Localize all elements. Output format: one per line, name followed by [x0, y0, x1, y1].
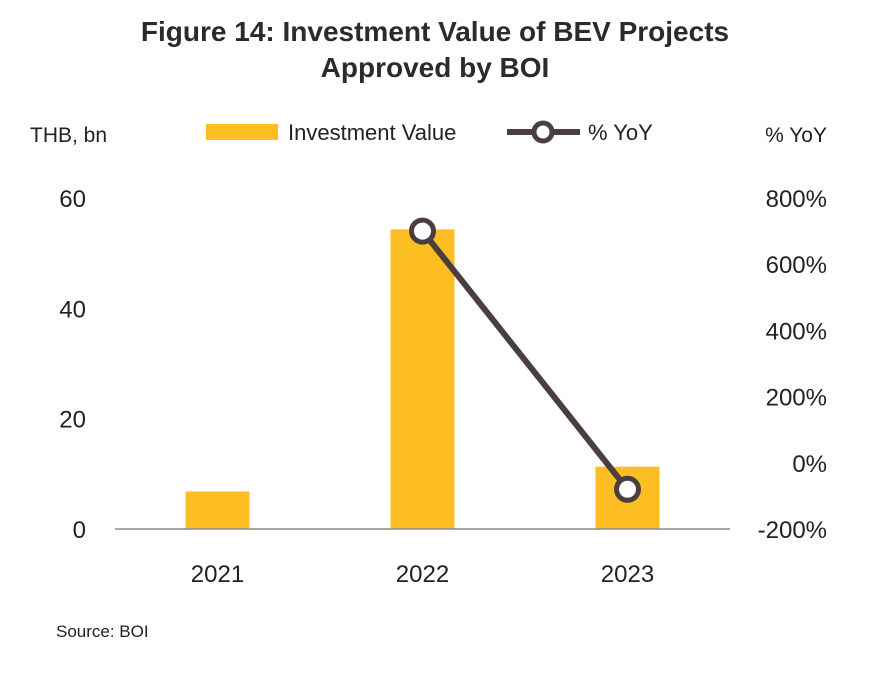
yoy-line	[420, 229, 630, 492]
y-left-tick-label: 20	[59, 407, 86, 434]
yoy-point-2023	[614, 475, 641, 503]
bar-2022	[390, 229, 455, 529]
source-note: Source: BOI	[56, 622, 149, 641]
y-right-axis-label: % YoY	[765, 124, 827, 147]
y-right-tick-label: 800%	[766, 186, 827, 213]
chart-title: Figure 14: Investment Value of BEV Proje…	[0, 14, 870, 86]
x-tick-label-2023: 2023	[601, 561, 654, 588]
y-right-tick-label: -200%	[758, 517, 827, 544]
legend-label-yoy: % YoY	[588, 120, 653, 145]
legend-bar-swatch	[206, 124, 278, 140]
y-left-tick-label: 0	[73, 517, 86, 544]
y-left-tick-label: 60	[59, 186, 86, 213]
y-right-tick-label: 200%	[766, 385, 827, 412]
x-tick-label-2022: 2022	[396, 561, 449, 588]
y-right-tick-label: 600%	[766, 252, 827, 279]
y-left-axis-label: THB, bn	[30, 124, 107, 147]
y-right-tick-label: 0%	[792, 451, 827, 478]
y-right-tick-label: 400%	[766, 318, 827, 345]
bar-2021	[185, 491, 250, 529]
chart-title-line1: Figure 14: Investment Value of BEV Proje…	[140, 16, 730, 47]
legend-label-investment: Investment Value	[288, 120, 456, 145]
y-left-tick-label: 40	[59, 296, 86, 323]
chart-title-line2: Approved by BOI	[320, 52, 550, 83]
x-tick-label-2021: 2021	[191, 561, 244, 588]
yoy-point-2022	[409, 217, 436, 245]
legend-line-marker	[531, 120, 555, 144]
